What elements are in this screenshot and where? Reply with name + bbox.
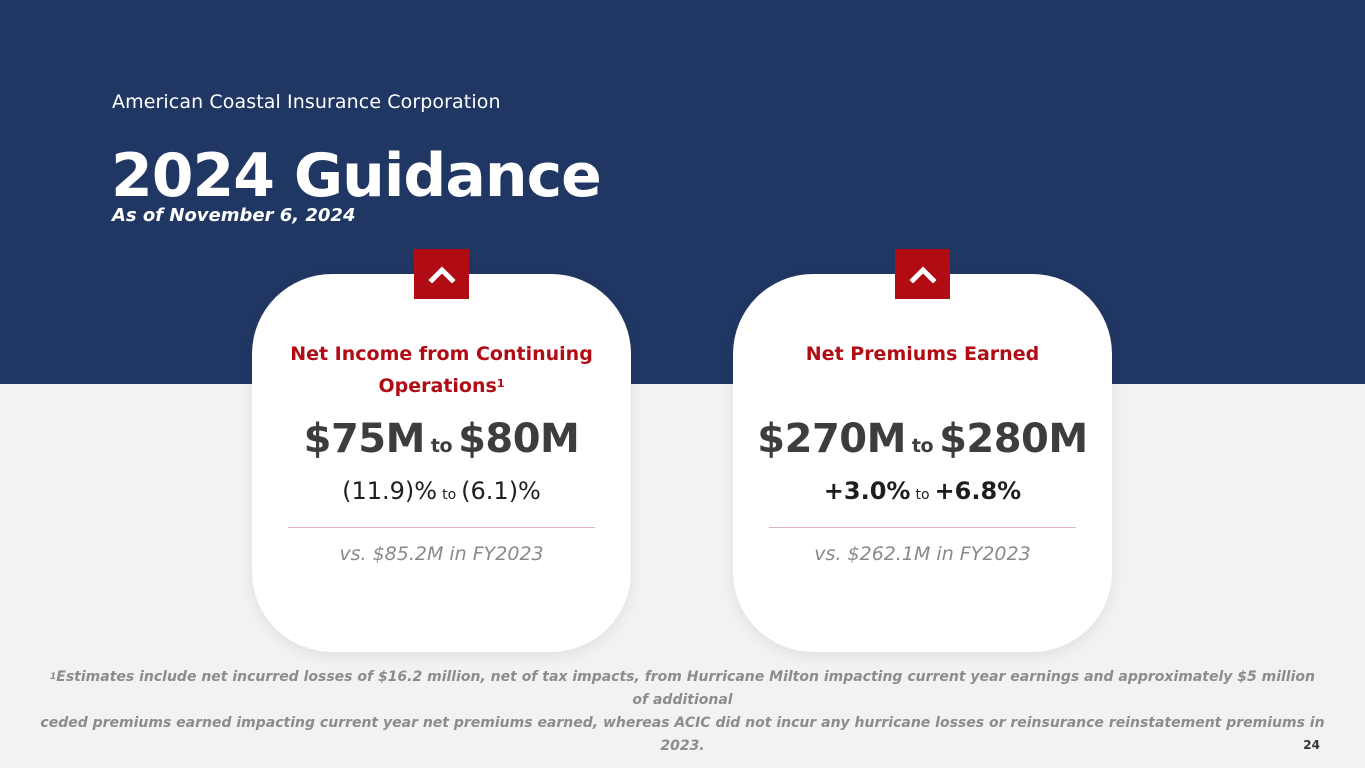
range-high: $80M [458, 416, 580, 462]
pct-separator: to [915, 487, 930, 503]
page-subtitle: As of November 6, 2024 [112, 205, 356, 226]
guidance-range: $75M to $80M [252, 416, 631, 462]
chevron-up-badge [414, 249, 469, 299]
guidance-card-net-premiums: Net Premiums Earned $270M to $280M +3.0% to… [733, 274, 1112, 652]
card-title: Net Income from Continuing Operations1 [290, 343, 593, 397]
range-high: $280M [939, 416, 1088, 462]
header-band [0, 0, 1365, 384]
prior-year-comparison: vs. $85.2M in FY2023 [339, 543, 544, 565]
footnote-line-1: Estimates include net incurred losses of… [56, 669, 1315, 708]
guidance-range: $270M to $280M [733, 416, 1112, 462]
company-name: American Coastal Insurance Corporation [112, 91, 501, 113]
pct-low: (11.9)% [342, 477, 438, 505]
footnote-marker: 1 [50, 672, 57, 682]
prior-year-comparison: vs. $262.1M in FY2023 [814, 543, 1031, 565]
range-separator: to [911, 435, 934, 457]
range-low: $270M [757, 416, 906, 462]
percent-change-range: (11.9)% to (6.1)% [252, 477, 631, 505]
chevron-up-icon [908, 266, 937, 283]
range-low: $75M [303, 416, 426, 462]
pct-separator: to [442, 487, 457, 503]
card-divider [288, 527, 595, 528]
pct-high: +6.8% [934, 477, 1022, 505]
card-divider [769, 527, 1076, 528]
footnote: 1Estimates include net incurred losses o… [40, 666, 1325, 758]
chevron-up-badge [895, 249, 950, 299]
pct-low: +3.0% [823, 477, 911, 505]
guidance-card-net-income: Net Income from Continuing Operations1 $… [252, 274, 631, 652]
page-title: 2024 Guidance [111, 141, 602, 211]
percent-change-range: +3.0% to +6.8% [733, 477, 1112, 505]
footnote-marker: 1 [496, 377, 505, 390]
page-number: 24 [1303, 738, 1320, 752]
card-title: Net Premiums Earned [805, 343, 1040, 365]
pct-high: (6.1)% [461, 477, 541, 505]
chevron-up-icon [427, 266, 456, 283]
footnote-line-2: ceded premiums earned impacting current … [40, 715, 1325, 754]
range-separator: to [430, 435, 453, 457]
